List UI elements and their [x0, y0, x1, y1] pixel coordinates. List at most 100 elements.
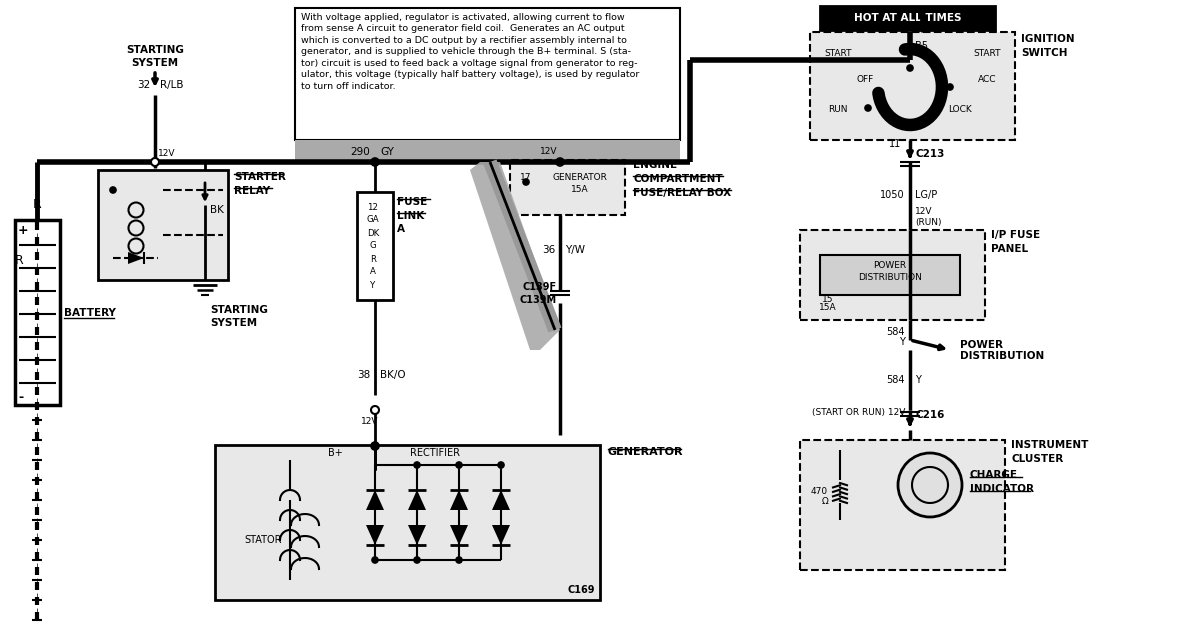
Text: A: A: [397, 224, 406, 234]
Text: -: -: [18, 391, 23, 403]
Polygon shape: [492, 525, 510, 545]
Text: OFF: OFF: [857, 76, 874, 84]
Text: 12V: 12V: [158, 149, 175, 159]
Text: RELAY: RELAY: [234, 186, 270, 196]
Text: DISTRIBUTION: DISTRIBUTION: [858, 273, 922, 282]
Text: STARTER: STARTER: [234, 172, 286, 182]
Text: B+: B+: [328, 448, 342, 458]
Text: Y: Y: [916, 375, 920, 385]
Text: COMPARTMENT: COMPARTMENT: [634, 174, 722, 184]
Text: 15: 15: [822, 295, 834, 304]
Text: 36: 36: [541, 245, 554, 255]
Bar: [490, 140, 680, 162]
Bar: [510, 160, 625, 215]
Text: RECTIFIER: RECTIFIER: [410, 448, 460, 458]
Bar: [810, 32, 1015, 140]
Text: SYSTEM: SYSTEM: [210, 318, 257, 328]
Text: 15A: 15A: [820, 302, 836, 311]
Text: G: G: [370, 241, 377, 251]
Text: Y: Y: [899, 337, 905, 347]
Text: IGNITION: IGNITION: [1021, 34, 1075, 44]
Circle shape: [371, 158, 379, 166]
Text: 32: 32: [137, 80, 150, 90]
Polygon shape: [408, 525, 426, 545]
Polygon shape: [492, 490, 510, 510]
Text: DISTRIBUTION: DISTRIBUTION: [960, 351, 1044, 361]
Text: +: +: [18, 224, 29, 236]
Text: 12V: 12V: [916, 207, 932, 217]
Text: STARTING: STARTING: [126, 45, 184, 55]
Circle shape: [371, 406, 379, 414]
Text: C216: C216: [916, 410, 944, 420]
Circle shape: [865, 105, 871, 111]
Text: LG/P: LG/P: [916, 190, 937, 200]
Text: RUN: RUN: [828, 105, 847, 115]
Text: Y/W: Y/W: [565, 245, 586, 255]
Text: 584: 584: [887, 375, 905, 385]
Text: (RUN): (RUN): [916, 219, 942, 227]
Text: 12V: 12V: [361, 418, 379, 427]
Circle shape: [371, 442, 379, 450]
Text: GA: GA: [367, 215, 379, 224]
Bar: [800, 440, 1006, 570]
Text: DK: DK: [367, 229, 379, 238]
Bar: [358, 192, 394, 300]
Polygon shape: [366, 490, 384, 510]
Circle shape: [907, 65, 913, 71]
Text: SWITCH: SWITCH: [1021, 48, 1068, 58]
Text: (START OR RUN) 12V: (START OR RUN) 12V: [811, 408, 905, 418]
Text: 38: 38: [356, 370, 370, 380]
Text: START: START: [973, 50, 1001, 59]
Text: STARTING: STARTING: [210, 305, 268, 315]
Text: C213: C213: [916, 149, 944, 159]
Text: 11: 11: [889, 139, 901, 149]
Text: PANEL: PANEL: [991, 244, 1028, 254]
Text: C169: C169: [568, 585, 595, 595]
Bar: [800, 230, 985, 320]
Circle shape: [151, 158, 158, 166]
Text: ACC: ACC: [978, 76, 996, 84]
Text: 12V: 12V: [540, 147, 557, 156]
Text: CLUSTER: CLUSTER: [1010, 454, 1063, 464]
Text: 15A: 15A: [571, 185, 589, 195]
Text: HOT AT ALL TIMES: HOT AT ALL TIMES: [854, 13, 961, 23]
Bar: [820, 6, 995, 30]
Circle shape: [414, 557, 420, 563]
Text: 584: 584: [887, 327, 905, 337]
Circle shape: [898, 453, 962, 517]
Circle shape: [110, 187, 116, 193]
Text: GENERATOR: GENERATOR: [552, 173, 607, 183]
Text: LINK: LINK: [397, 211, 425, 221]
Bar: [14, 220, 60, 405]
Text: R: R: [14, 253, 23, 266]
Text: C139M: C139M: [520, 295, 557, 305]
Bar: [295, 140, 680, 162]
Circle shape: [414, 462, 420, 468]
Polygon shape: [408, 490, 426, 510]
Circle shape: [523, 179, 529, 185]
Polygon shape: [366, 525, 384, 545]
Text: With voltage applied, regulator is activated, allowing current to flow
from sens: With voltage applied, regulator is activ…: [301, 13, 640, 91]
Text: C139F: C139F: [523, 282, 557, 292]
Bar: [820, 255, 960, 295]
Text: R/LB: R/LB: [160, 80, 184, 90]
Text: 290: 290: [350, 147, 370, 157]
Circle shape: [556, 158, 564, 166]
Text: FUSE/RELAY BOX: FUSE/RELAY BOX: [634, 188, 731, 198]
Text: R: R: [32, 198, 41, 212]
Text: 1050: 1050: [881, 190, 905, 200]
Text: LOCK: LOCK: [948, 105, 972, 115]
Polygon shape: [128, 252, 144, 264]
Bar: [215, 445, 600, 600]
Circle shape: [372, 557, 378, 563]
Polygon shape: [450, 525, 468, 545]
Text: SYSTEM: SYSTEM: [132, 58, 179, 68]
Bar: [98, 170, 228, 280]
Text: FUSE: FUSE: [397, 197, 427, 207]
Text: INSTRUMENT: INSTRUMENT: [1010, 440, 1088, 450]
Text: Y: Y: [371, 280, 376, 290]
Text: BATTERY: BATTERY: [64, 308, 116, 318]
Text: 470: 470: [811, 486, 828, 496]
Text: GY: GY: [380, 147, 394, 157]
Text: ENGINE: ENGINE: [634, 160, 677, 170]
